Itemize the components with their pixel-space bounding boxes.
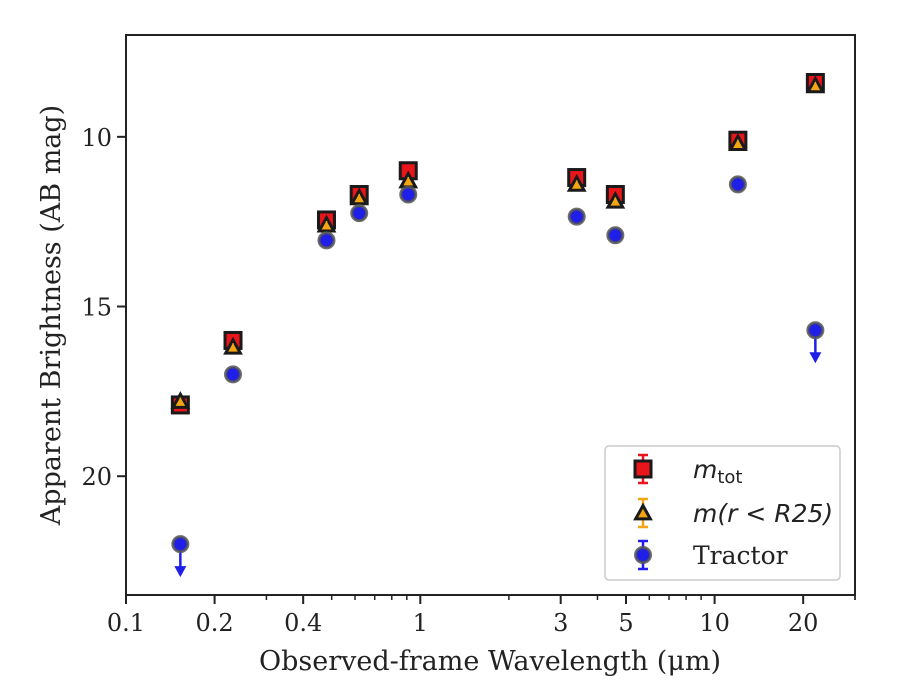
x-axis: 0.1 0.2 0.4 1 3 5 10 20 [107, 595, 856, 637]
x-tick-label: 0.1 [107, 609, 145, 637]
x-tick-label: 5 [618, 609, 633, 637]
x-tick-label: 0.4 [284, 609, 322, 637]
x-axis-label: Observed-frame Wavelength (μm) [259, 646, 721, 677]
series-triangle [170, 75, 826, 409]
x-tick-label: 3 [553, 609, 568, 637]
legend-frame [604, 445, 841, 581]
legend: mtot m(r < R25) Tractor [604, 445, 841, 581]
x-tick-label: 1 [413, 609, 428, 637]
upper-limit-arrowhead [174, 566, 187, 578]
y-tick-label: 10 [81, 124, 112, 152]
legend-marker [633, 502, 653, 521]
y-axis: 10 15 20 [81, 124, 126, 491]
legend-label: Tractor [693, 541, 788, 570]
plot-frame [125, 34, 856, 596]
y-axis-label: Apparent Brightness (AB mag) [36, 105, 67, 526]
chart-marks [170, 73, 826, 578]
upper-limit-arrowhead [809, 352, 822, 364]
x-tick-label: 0.2 [196, 609, 234, 637]
x-tick-label: 20 [788, 609, 819, 637]
legend-label: m(r < R25) [693, 499, 833, 528]
legend-marker [633, 459, 653, 479]
legend-label: mtot [693, 455, 743, 488]
legend-marker [634, 546, 652, 564]
y-tick-label: 20 [81, 463, 112, 491]
y-tick-label: 15 [81, 294, 112, 322]
x-tick-label: 10 [699, 609, 730, 637]
series-circle [171, 175, 825, 578]
series-square [170, 73, 825, 415]
